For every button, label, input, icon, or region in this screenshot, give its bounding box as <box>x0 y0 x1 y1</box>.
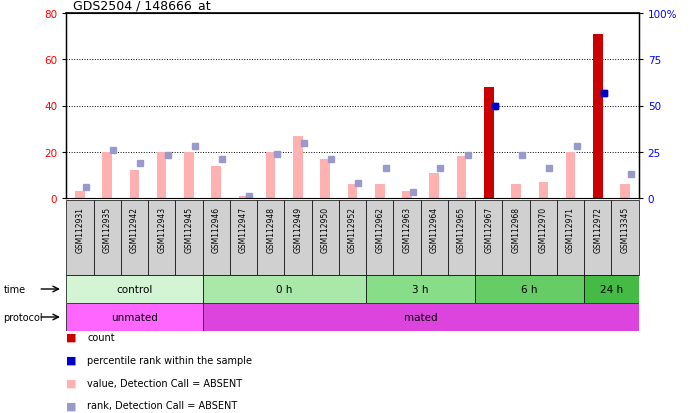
Bar <box>320 159 330 199</box>
Text: GSM112972: GSM112972 <box>593 206 602 252</box>
Bar <box>566 152 575 199</box>
Text: GSM112946: GSM112946 <box>211 206 221 252</box>
Bar <box>475 201 503 275</box>
Text: GSM112963: GSM112963 <box>403 206 412 252</box>
Bar <box>94 201 121 275</box>
Bar <box>211 166 221 199</box>
Bar <box>593 35 602 199</box>
Text: GSM113345: GSM113345 <box>621 206 630 253</box>
Bar <box>539 183 548 199</box>
Bar <box>366 201 394 275</box>
Text: GDS2504 / 148666_at: GDS2504 / 148666_at <box>73 0 211 12</box>
Text: GSM112952: GSM112952 <box>348 206 357 252</box>
Text: 6 h: 6 h <box>521 284 538 294</box>
Bar <box>184 152 194 199</box>
Text: ■: ■ <box>66 401 77 411</box>
Text: GSM112971: GSM112971 <box>566 206 575 252</box>
Text: count: count <box>87 332 115 342</box>
Bar <box>448 201 475 275</box>
Text: unmated: unmated <box>111 312 158 322</box>
Text: ■: ■ <box>66 378 77 388</box>
Bar <box>348 185 357 199</box>
Text: GSM112935: GSM112935 <box>103 206 112 252</box>
Bar <box>202 275 366 303</box>
Bar <box>584 275 639 303</box>
Bar <box>66 275 202 303</box>
Bar <box>484 88 493 199</box>
Bar <box>557 201 584 275</box>
Text: control: control <box>117 284 153 294</box>
Text: percentile rank within the sample: percentile rank within the sample <box>87 355 252 365</box>
Bar <box>121 201 148 275</box>
Bar <box>584 201 611 275</box>
Text: GSM112970: GSM112970 <box>539 206 548 252</box>
Text: GSM112931: GSM112931 <box>75 206 84 252</box>
Bar <box>230 201 257 275</box>
Bar <box>503 201 530 275</box>
Bar <box>611 201 639 275</box>
Bar <box>75 192 84 199</box>
Text: GSM112943: GSM112943 <box>157 206 166 252</box>
Text: 0 h: 0 h <box>276 284 292 294</box>
Bar <box>339 201 366 275</box>
Bar <box>130 171 139 199</box>
Bar <box>148 201 175 275</box>
Bar <box>375 185 385 199</box>
Bar <box>394 201 421 275</box>
Bar <box>311 201 339 275</box>
Text: ■: ■ <box>66 355 77 365</box>
Text: GSM112947: GSM112947 <box>239 206 248 252</box>
Bar <box>284 201 311 275</box>
Bar <box>202 303 639 331</box>
Bar <box>621 185 630 199</box>
Bar <box>266 152 276 199</box>
Bar <box>175 201 202 275</box>
Text: GSM112967: GSM112967 <box>484 206 493 252</box>
Text: GSM112968: GSM112968 <box>512 206 521 252</box>
Bar <box>511 185 521 199</box>
Bar <box>66 303 202 331</box>
Bar <box>456 157 466 199</box>
Text: GSM112962: GSM112962 <box>376 206 384 252</box>
Bar <box>66 201 94 275</box>
Bar <box>103 152 112 199</box>
Bar <box>429 173 439 199</box>
Text: GSM112950: GSM112950 <box>321 206 329 252</box>
Text: protocol: protocol <box>3 312 43 322</box>
Bar <box>530 201 557 275</box>
Text: GSM112965: GSM112965 <box>457 206 466 252</box>
Text: 3 h: 3 h <box>413 284 429 294</box>
Text: GSM112945: GSM112945 <box>184 206 193 252</box>
Text: mated: mated <box>404 312 438 322</box>
Text: GSM112942: GSM112942 <box>130 206 139 252</box>
Text: ■: ■ <box>66 332 77 342</box>
Text: time: time <box>3 284 26 294</box>
Bar <box>202 201 230 275</box>
Text: GSM112949: GSM112949 <box>293 206 302 252</box>
Bar <box>402 192 412 199</box>
Bar <box>157 152 167 199</box>
Bar <box>257 201 284 275</box>
Bar <box>366 275 475 303</box>
Text: 24 h: 24 h <box>600 284 623 294</box>
Bar <box>421 201 448 275</box>
Text: GSM112948: GSM112948 <box>266 206 275 252</box>
Bar <box>475 275 584 303</box>
Text: rank, Detection Call = ABSENT: rank, Detection Call = ABSENT <box>87 401 237 411</box>
Bar <box>239 196 248 199</box>
Bar <box>293 136 303 199</box>
Text: GSM112964: GSM112964 <box>430 206 439 252</box>
Text: value, Detection Call = ABSENT: value, Detection Call = ABSENT <box>87 378 242 388</box>
